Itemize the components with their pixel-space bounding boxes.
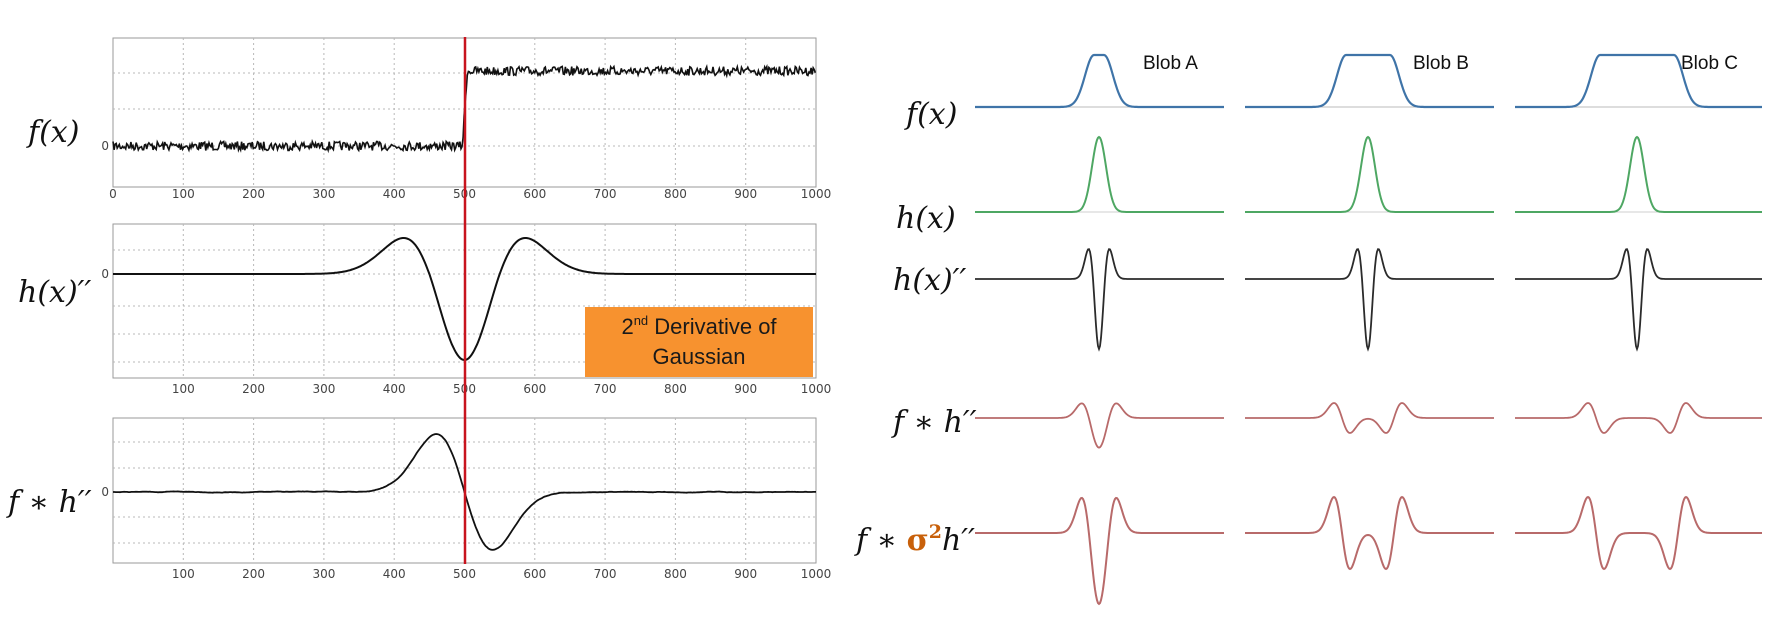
x-tick-label: 400	[383, 567, 406, 581]
x-tick-label: 900	[734, 382, 757, 396]
second-derivative-kernel-curve	[1515, 248, 1762, 352]
x-tick-label: 400	[383, 187, 406, 201]
convolution-response-curve	[1515, 402, 1762, 434]
x-tick-label: 100	[172, 567, 195, 581]
x-tick-label: 300	[312, 567, 335, 581]
blob-profile-curve	[1245, 53, 1494, 109]
x-tick-label: 600	[523, 567, 546, 581]
x-tick-label: 1000	[801, 382, 832, 396]
convolution-response-curve	[975, 402, 1224, 449]
x-tick-label: 1000	[801, 187, 832, 201]
blob-b-title: Blob B	[1413, 53, 1469, 74]
second-derivative-kernel-curve	[975, 248, 1224, 352]
row-label-conv-normalized: f ∗ σ2h′′	[854, 521, 975, 558]
row-label-h: h(x)	[896, 201, 956, 236]
blob-c-title: Blob C	[1681, 53, 1738, 74]
x-tick-label: 100	[172, 382, 195, 396]
blob-a-title: Blob A	[1143, 53, 1198, 74]
x-tick-label: 900	[734, 567, 757, 581]
y-tick-label: 0	[101, 267, 109, 281]
row-label-conv: f ∗ h′′	[891, 405, 977, 440]
right-blobs: Blob A Blob B Blob C f(x) h(x) h(x)′′ f …	[854, 53, 1762, 606]
x-tick-label: 200	[242, 567, 265, 581]
blob-profile-curve	[975, 53, 1224, 109]
y-tick-label: 0	[101, 139, 109, 153]
x-tick-label: 900	[734, 187, 757, 201]
gaussian-kernel-curve	[1245, 135, 1494, 213]
x-tick-label: 600	[523, 382, 546, 396]
callout-background	[585, 307, 813, 377]
label-h-second-derivative: h(x)′′	[18, 275, 91, 310]
x-tick-label: 700	[594, 567, 617, 581]
callout-box: 2nd Derivative of Gaussian	[585, 307, 813, 377]
label-f-of-x: f(x)	[26, 115, 79, 150]
convolution-response-curve	[1245, 402, 1494, 434]
blob-profile-curve	[1515, 53, 1762, 109]
x-tick-label: 200	[242, 382, 265, 396]
convolution-plot: 100 200 300 400 500 600 700 800 900 1000 0	[101, 417, 832, 581]
x-tick-label: 300	[312, 382, 335, 396]
x-tick-label: 200	[242, 187, 265, 201]
normalized-convolution-response-curve	[975, 496, 1224, 606]
x-tick-label: 0	[109, 187, 117, 201]
x-tick-label: 800	[664, 187, 687, 201]
gaussian-kernel-curve	[1515, 135, 1762, 213]
x-tick-label: 700	[594, 187, 617, 201]
second-derivative-kernel-curve	[1245, 248, 1494, 352]
x-tick-label: 800	[664, 567, 687, 581]
x-tick-label: 700	[594, 382, 617, 396]
x-tick-label: 500	[453, 567, 476, 581]
y-tick-label: 0	[101, 485, 109, 499]
normalized-convolution-response-curve	[1515, 495, 1762, 571]
x-tick-label: 100	[172, 187, 195, 201]
row-label-f: f(x)	[904, 97, 957, 132]
gaussian-kernel-curve	[975, 135, 1224, 213]
x-tick-label: 300	[312, 187, 335, 201]
callout-line-2: Gaussian	[653, 344, 746, 369]
x-tick-label: 600	[523, 187, 546, 201]
blob-curves	[975, 53, 1762, 606]
normalized-convolution-response-curve	[1245, 495, 1494, 571]
x-tick-label: 1000	[801, 567, 832, 581]
x-tick-label: 800	[664, 382, 687, 396]
callout-line-1: 2nd Derivative of	[621, 313, 777, 339]
label-f-conv-h: f ∗ h′′	[6, 485, 92, 520]
x-tick-label: 400	[383, 382, 406, 396]
row-label-h2: h(x)′′	[893, 263, 966, 298]
